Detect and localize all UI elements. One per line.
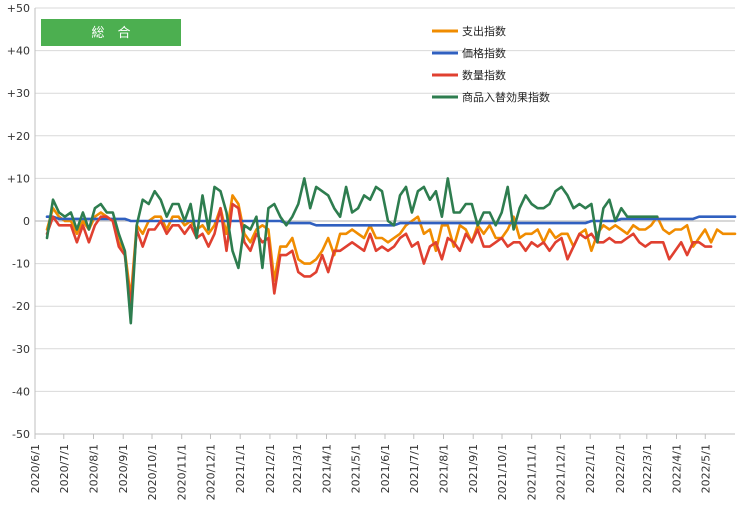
series-line-1: [45, 194, 737, 300]
x-tick-label: 2020/10/1: [146, 444, 159, 500]
legend-label: 商品入替効果指数: [462, 90, 550, 104]
y-tick-label: -10: [12, 258, 30, 271]
chart-title-box: 総 合: [41, 19, 181, 46]
y-tick-label: +10: [7, 172, 30, 185]
legend-label: 数量指数: [462, 68, 506, 82]
x-tick-label: 2022/3/1: [641, 444, 654, 493]
x-tick-label: 2020/9/1: [117, 444, 130, 493]
x-tick-label: 2020/6/1: [29, 444, 42, 493]
x-tick-label: 2022/4/1: [671, 444, 684, 493]
x-tick-label: 2021/10/1: [496, 444, 509, 500]
x-tick-label: 2021/9/1: [467, 444, 480, 493]
x-tick-label: 2022/5/1: [699, 444, 712, 493]
y-tick-label: -20: [12, 300, 30, 313]
x-tick-label: 2021/3/1: [291, 444, 304, 493]
x-tick-label: 2020/7/1: [58, 444, 71, 493]
x-tick-label: 2021/11/1: [526, 444, 539, 500]
series-lines: [45, 177, 737, 325]
y-tick-label: -50: [12, 428, 30, 441]
legend-label: 支出指数: [462, 24, 506, 38]
legend-label: 価格指数: [462, 46, 506, 60]
title-background: [41, 19, 181, 46]
y-tick-label: +20: [7, 130, 30, 143]
x-tick-label: 2021/8/1: [437, 444, 450, 493]
x-tick-label: 2021/1/1: [234, 444, 247, 493]
x-tick-label: 2021/4/1: [321, 444, 334, 493]
x-tick-label: 2022/1/1: [584, 444, 597, 493]
x-tick-label: 2020/12/1: [204, 444, 217, 500]
x-axis-ticks: 2020/6/1 2020/7/1 2020/8/1 2020/9/1 2020/10/…: [29, 434, 712, 500]
y-tick-label: -30: [12, 343, 30, 356]
x-tick-label: 2021/5/1: [349, 444, 362, 493]
y-tick-label: +40: [7, 45, 30, 58]
x-tick-label: 2021/2/1: [264, 444, 277, 493]
x-tick-label: 2022/2/1: [614, 444, 627, 493]
x-tick-label: 2020/8/1: [87, 444, 100, 493]
chart-title: 総 合: [91, 26, 130, 41]
x-tick-label: 2020/11/1: [176, 444, 189, 500]
series-line-3: [45, 202, 713, 308]
y-tick-label: +30: [7, 87, 30, 100]
x-tick-label: 2021/7/1: [408, 444, 421, 493]
y-tick-label: -40: [12, 385, 30, 398]
x-tick-label: 2021/6/1: [379, 444, 392, 493]
y-axis-ticks: -50 -40 -30 -20 -10 0 +10 +20 +30 +40 +50: [7, 2, 30, 441]
y-tick-label: +50: [7, 2, 30, 15]
y-tick-label: 0: [23, 215, 30, 228]
x-tick-label: 2021/12/1: [554, 444, 567, 500]
series-line-4: [45, 177, 659, 325]
